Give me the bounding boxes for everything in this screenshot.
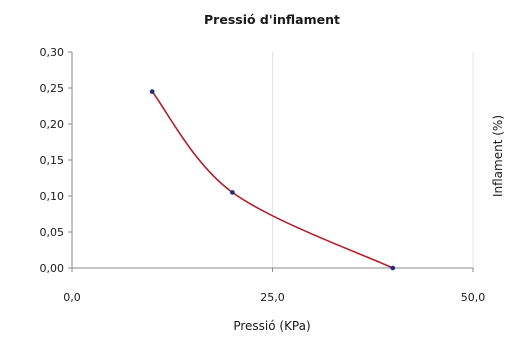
y-axis-label: Inflament (%): [491, 115, 505, 197]
series-layer: [149, 89, 396, 271]
y-tick-label: 0,10: [40, 190, 65, 203]
tick-labels: 0,00 0,05 0,10 0,15 0,20 0,25 0,30 0,0 25,0 50,0: [40, 46, 486, 304]
x-tick-label: 0,0: [63, 291, 81, 304]
y-tick-label: 0,25: [40, 82, 65, 95]
x-tick-label: 50,0: [461, 291, 486, 304]
chart-title: Pressió d'inflament: [204, 12, 340, 27]
y-tick-label: 0,00: [40, 262, 65, 275]
data-point: [390, 265, 396, 271]
y-tick-label: 0,30: [40, 46, 65, 59]
data-point: [230, 190, 235, 195]
y-tick-label: 0,20: [40, 118, 65, 131]
x-tick-label: 25,0: [260, 291, 285, 304]
gridlines: [272, 52, 474, 268]
axes: [68, 51, 474, 272]
x-axis-label: Pressió (KPa): [233, 319, 310, 333]
y-tick-label: 0,15: [40, 154, 65, 167]
data-point: [149, 89, 155, 94]
y-tick-label: 0,05: [40, 226, 65, 239]
